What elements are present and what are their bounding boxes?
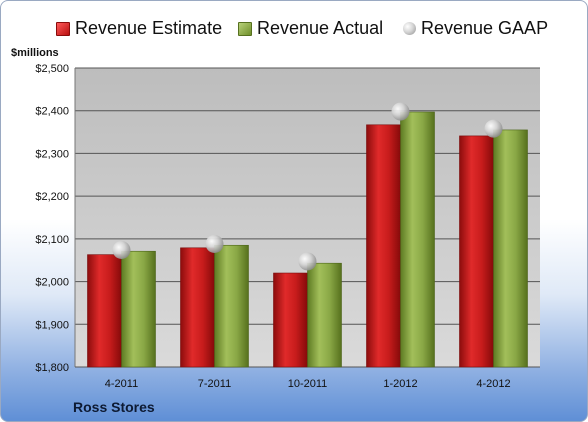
legend-marker-gaap: [403, 22, 416, 35]
y-tick-label: $2,300: [35, 148, 69, 160]
bar-revenue-actual: [121, 250, 156, 368]
y-tick-label: $2,400: [35, 106, 69, 118]
point-revenue-gaap: [391, 102, 410, 121]
bar-revenue-estimate: [273, 272, 308, 368]
y-axis-units-label: $millions: [11, 47, 59, 59]
x-tick-label: 10-2011: [288, 378, 328, 390]
y-tick-label: $2,500: [35, 63, 69, 75]
point-revenue-gaap: [484, 119, 503, 138]
legend-label-estimate: Revenue Estimate: [75, 18, 223, 38]
y-tick-label: $1,800: [35, 362, 69, 374]
bar-revenue-estimate: [87, 254, 122, 368]
legend-item-gaap: Revenue GAAP: [403, 18, 548, 39]
bar-revenue-estimate: [366, 124, 401, 368]
legend-swatch-estimate: [56, 21, 70, 36]
x-tick-label: 7-2011: [198, 378, 231, 390]
bar-revenue-estimate: [459, 135, 494, 368]
legend-swatch-actual: [238, 21, 252, 36]
point-revenue-gaap: [112, 240, 131, 259]
x-tick-label: 4-2012: [476, 378, 510, 390]
bar-revenue-actual: [307, 262, 342, 368]
legend-item-actual: Revenue Actual: [238, 18, 383, 39]
legend-label-actual: Revenue Actual: [257, 18, 384, 38]
company-name: Ross Stores: [73, 399, 155, 415]
legend-item-estimate: Revenue Estimate: [56, 18, 222, 39]
y-tick-label: $2,200: [35, 191, 69, 203]
y-tick-label: $1,900: [35, 319, 69, 331]
y-tick-label: $2,100: [35, 234, 69, 246]
legend: Revenue Estimate Revenue Actual Revenue …: [1, 18, 587, 42]
x-tick-label: 4-2011: [105, 378, 138, 390]
y-tick-label: $2,000: [35, 277, 69, 289]
bar-revenue-actual: [214, 244, 249, 368]
bar-revenue-actual: [493, 129, 528, 368]
point-revenue-gaap: [298, 252, 317, 271]
x-tick-label: 1-2012: [383, 378, 417, 390]
point-revenue-gaap: [205, 234, 224, 253]
bar-revenue-estimate: [180, 247, 215, 368]
legend-label-gaap: Revenue GAAP: [421, 18, 549, 38]
bar-revenue-actual: [400, 111, 435, 368]
